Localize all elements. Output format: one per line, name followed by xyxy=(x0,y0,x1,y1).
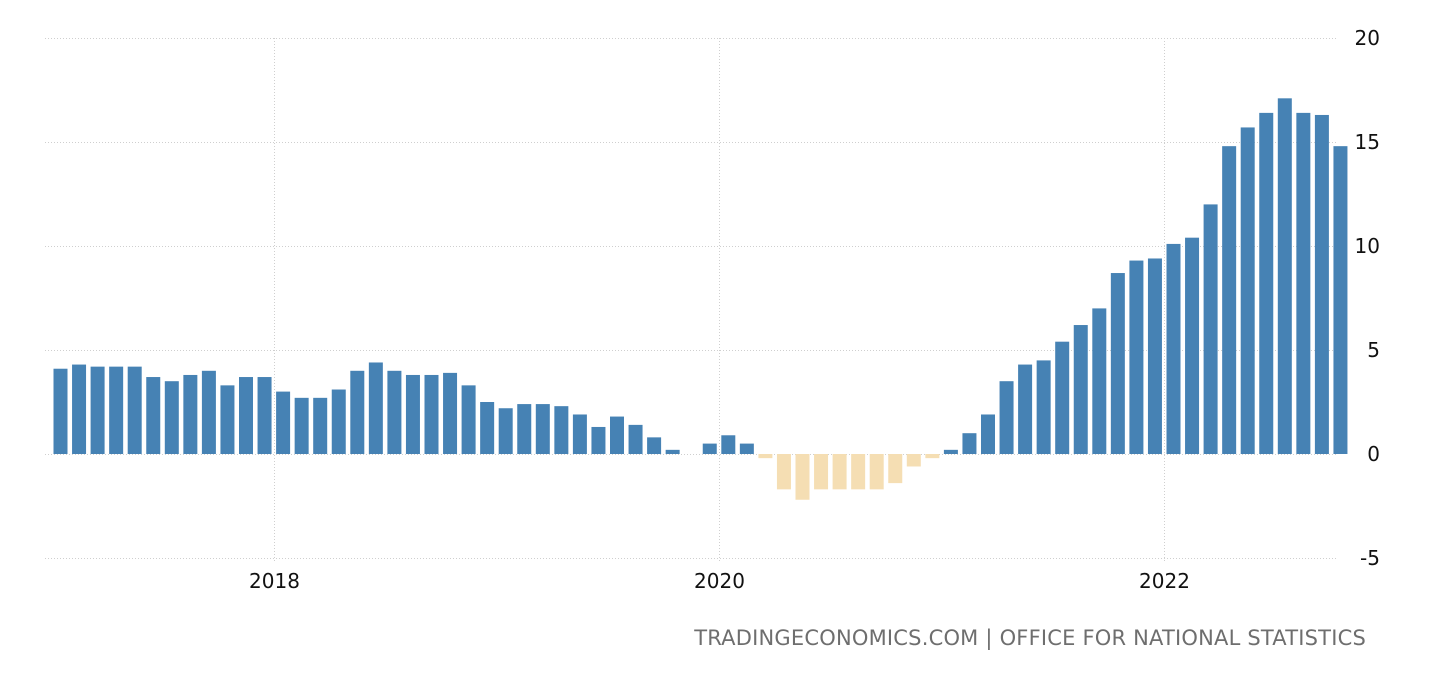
bar-layer xyxy=(53,98,1348,500)
bar-2018-10 xyxy=(443,372,458,454)
bar-2021-03 xyxy=(981,414,995,454)
y-tick-label: 5 xyxy=(1367,338,1380,362)
bar-2020-10 xyxy=(888,454,903,484)
y-tick-label: 0 xyxy=(1367,442,1380,466)
bar-2018-05 xyxy=(350,370,365,454)
bar-2018-01 xyxy=(276,391,291,454)
bar-2020-02 xyxy=(739,443,754,454)
bar-2018-07 xyxy=(387,370,402,454)
bar-2019-02 xyxy=(517,404,532,454)
bar-2020-06 xyxy=(814,454,829,490)
bar-2019-05 xyxy=(572,414,587,454)
bar-2018-02 xyxy=(294,397,309,454)
bar-2022-05 xyxy=(1240,127,1255,454)
grid-layer xyxy=(45,38,1338,562)
bar-2017-05 xyxy=(127,366,142,454)
source-agency: OFFICE FOR NATIONAL STATISTICS xyxy=(999,626,1366,650)
bar-2021-11 xyxy=(1129,260,1144,454)
bar-2022-03 xyxy=(1203,204,1218,454)
bar-2018-08 xyxy=(405,374,420,454)
bar-2020-12 xyxy=(925,454,940,459)
bar-2017-09 xyxy=(201,370,216,454)
x-axis-ticks: 2018 2020 2022 xyxy=(249,569,1190,593)
bar-2019-03 xyxy=(535,404,550,454)
bar-2017-02 xyxy=(72,364,87,454)
bar-2022-10 xyxy=(1333,146,1348,454)
bar-2021-01 xyxy=(943,449,958,454)
x-tick-label: 2020 xyxy=(694,569,745,593)
bar-chart: 20 15 10 5 0 -5 2018 2020 2022 xyxy=(45,26,1380,593)
bar-2022-01 xyxy=(1166,243,1181,454)
bar-2019-10 xyxy=(665,449,680,454)
y-tick-label: 15 xyxy=(1355,130,1380,154)
y-tick-label: 20 xyxy=(1355,26,1380,50)
bar-2018-11 xyxy=(461,385,476,454)
x-tick-label: 2022 xyxy=(1139,569,1190,593)
bar-2019-08 xyxy=(628,424,643,454)
bar-2019-01 xyxy=(498,408,513,454)
bar-2022-06 xyxy=(1259,112,1274,454)
y-tick-label: 10 xyxy=(1355,234,1380,258)
bar-2018-03 xyxy=(313,397,328,454)
bar-2019-09 xyxy=(647,437,662,454)
bar-2019-06 xyxy=(591,426,606,454)
bar-2018-04 xyxy=(331,389,346,454)
bar-2021-08 xyxy=(1073,325,1088,454)
bar-2021-05 xyxy=(1018,364,1033,454)
bar-2020-08 xyxy=(851,454,866,490)
bar-2017-01 xyxy=(53,368,68,454)
x-tick-label: 2018 xyxy=(249,569,300,593)
bar-2018-09 xyxy=(424,374,439,454)
bar-2022-04 xyxy=(1222,146,1237,454)
bar-2020-07 xyxy=(832,454,847,490)
bar-2017-04 xyxy=(109,366,124,454)
bar-2017-12 xyxy=(257,377,272,454)
bar-2021-09 xyxy=(1092,308,1107,454)
bar-2021-12 xyxy=(1147,258,1162,454)
bar-2020-11 xyxy=(906,454,921,467)
bar-2021-10 xyxy=(1110,273,1125,454)
bar-2019-12 xyxy=(702,443,717,454)
bar-2020-05 xyxy=(795,454,810,500)
bar-2020-01 xyxy=(721,435,736,454)
bar-2022-09 xyxy=(1314,114,1329,455)
bar-2018-12 xyxy=(480,402,495,454)
bar-2022-07 xyxy=(1277,98,1292,454)
bar-2022-08 xyxy=(1296,112,1311,454)
bar-2017-11 xyxy=(239,377,253,454)
bar-2017-07 xyxy=(164,381,179,454)
bar-2022-02 xyxy=(1185,237,1200,454)
y-tick-label: -5 xyxy=(1360,546,1380,570)
source-site: TRADINGECONOMICS.COM xyxy=(694,626,979,650)
bar-2017-06 xyxy=(146,377,161,454)
bar-2021-02 xyxy=(962,433,977,454)
bar-2017-08 xyxy=(183,374,198,454)
bar-2018-06 xyxy=(368,362,383,454)
bar-2021-07 xyxy=(1055,341,1070,454)
bar-2020-09 xyxy=(869,454,884,490)
bar-2017-10 xyxy=(220,385,235,454)
source-credit: TRADINGECONOMICS.COM | OFFICE FOR NATION… xyxy=(694,626,1366,650)
source-separator: | xyxy=(985,626,993,650)
y-axis-ticks: 20 15 10 5 0 -5 xyxy=(1355,26,1380,570)
bar-2019-04 xyxy=(554,406,569,454)
bar-2021-04 xyxy=(999,381,1014,454)
bar-2020-03 xyxy=(758,454,773,459)
bar-2020-04 xyxy=(776,454,791,490)
bar-2019-07 xyxy=(610,416,624,454)
bar-2021-06 xyxy=(1036,360,1051,454)
bar-2017-03 xyxy=(90,366,105,454)
